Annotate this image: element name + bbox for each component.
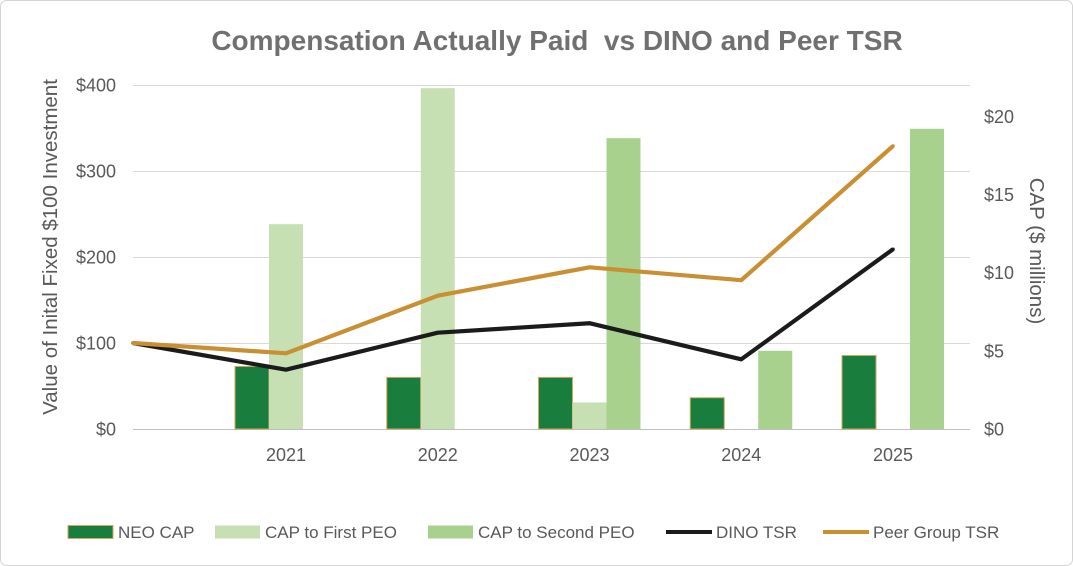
legend-swatch-cap-to-first-peo [215,525,260,539]
bars [234,88,944,430]
line-dino-tsr [132,247,895,372]
point-dino-tsr-2025 [891,247,895,252]
left-axis-tick-label: $0 [96,420,116,440]
right-axis-tick-label: $15 [984,185,1014,205]
axis-tick-labels: $0 $100 $200 $300 $400 $0 $5 $10 $15 $20 2021 2022 2… [76,76,1014,466]
bar-neo-cap-2022 [386,376,422,430]
bar-cap-to-second-peo-2025 [910,128,944,430]
legend-label-cap-to-first-peo: CAP to First PEO [265,523,397,542]
x-axis-tick-label: 2024 [721,445,761,465]
point-peer-group-tsr-2021 [284,351,288,356]
point-dino-tsr-2022 [435,330,440,335]
x-axis-tick-label: 2025 [873,445,913,465]
right-axis-tick-label: $5 [984,341,1004,361]
legend-label-cap-to-second-peo: CAP to Second PEO [478,523,635,542]
legend-swatch-neo-cap [67,525,114,539]
bar-cap-to-first-peo-2021 [269,224,303,429]
x-axis-tick-label: 2021 [266,445,306,465]
legend-item-neo-cap: NEO CAP [67,523,195,542]
left-axis-title: Value of Inital Fixed $100 Investment [39,79,62,415]
x-axis-tick-label: 2022 [418,445,458,465]
bar-cap-to-second-peo-2024 [758,350,793,429]
right-axis-tick-label: $20 [984,107,1014,127]
point-peer-group-tsr-2023 [587,265,592,270]
bar-neo-cap-2021 [234,365,270,430]
left-axis-tick-label: $400 [76,76,116,96]
legend: NEO CAP CAP to First PEO CAP to Second PEO… [67,523,999,542]
right-axis-tick-label: $0 [984,420,1004,440]
legend-item-cap-to-second-peo: CAP to Second PEO [428,523,635,542]
point-peer-group-tsr-2025 [891,144,895,148]
legend-label-neo-cap: NEO CAP [118,523,195,542]
left-axis-tick-label: $100 [76,334,116,354]
left-axis-tick-label: $200 [76,248,116,268]
bar-neo-cap-2024 [689,397,725,430]
point-dino-tsr-2023 [587,321,592,326]
point-peer-group-tsr-start [131,341,135,345]
bar-cap-to-second-peo-2023 [606,138,641,429]
right-axis-title: CAP ($ millions) [1025,178,1048,325]
legend-label-dino-tsr: DINO TSR [716,523,797,542]
legend-label-peer-group-tsr: Peer Group TSR [873,523,999,542]
point-dino-tsr-2021 [284,367,288,372]
point-peer-group-tsr-2024 [739,278,744,283]
legend-swatch-cap-to-second-peo [428,525,473,539]
legend-item-dino-tsr: DINO TSR [666,523,797,542]
bar-neo-cap-2023 [538,376,573,430]
lines [131,144,895,372]
chart-title: Compensation Actually Paid vs DINO and P… [211,25,902,56]
x-axis-tick-label: 2023 [569,445,609,465]
bar-neo-cap-2025 [841,355,877,430]
left-axis-tick-label: $300 [76,162,116,182]
point-dino-tsr-2024 [739,357,744,362]
legend-item-cap-to-first-peo: CAP to First PEO [215,523,397,542]
point-peer-group-tsr-2022 [435,293,440,298]
legend-item-peer-group-tsr: Peer Group TSR [823,523,999,542]
bar-cap-to-first-peo-2023 [572,402,607,429]
right-axis-tick-label: $10 [984,263,1014,283]
line-peer-group-tsr [132,144,895,356]
bar-cap-to-first-peo-2022 [420,88,455,430]
